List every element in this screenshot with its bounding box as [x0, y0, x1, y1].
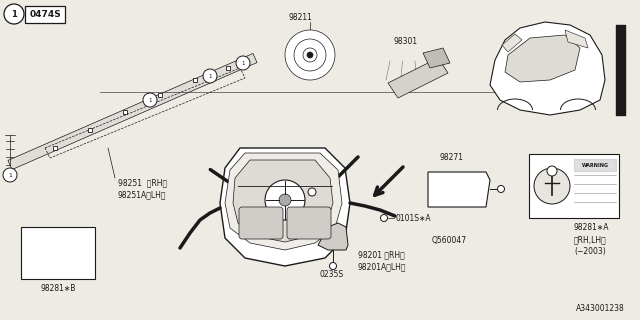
Circle shape: [294, 39, 326, 71]
Text: 98281∗A: 98281∗A: [574, 223, 609, 232]
Polygon shape: [490, 22, 605, 115]
Polygon shape: [388, 58, 448, 98]
Polygon shape: [565, 30, 588, 48]
Polygon shape: [233, 160, 333, 242]
Circle shape: [279, 194, 291, 206]
Polygon shape: [318, 223, 348, 250]
Text: 98211: 98211: [288, 13, 312, 22]
FancyBboxPatch shape: [239, 207, 283, 239]
Text: 1: 1: [11, 10, 17, 19]
Circle shape: [203, 69, 217, 83]
Circle shape: [547, 166, 557, 176]
Circle shape: [143, 93, 157, 107]
Circle shape: [236, 56, 250, 70]
FancyBboxPatch shape: [25, 6, 65, 23]
Text: 98201 〈RH〉: 98201 〈RH〉: [358, 250, 404, 259]
Text: (−2003): (−2003): [574, 247, 605, 256]
Text: WARNING: WARNING: [582, 163, 609, 167]
Circle shape: [330, 262, 337, 269]
Text: 0101S∗A: 0101S∗A: [395, 213, 431, 222]
Polygon shape: [423, 48, 450, 68]
Text: 98201A〈LH〉: 98201A〈LH〉: [358, 262, 406, 271]
Text: 98251A〈LH〉: 98251A〈LH〉: [118, 190, 166, 199]
Text: 0474S: 0474S: [29, 10, 61, 19]
Text: 〈RH,LH〉: 〈RH,LH〉: [574, 235, 607, 244]
Circle shape: [285, 30, 335, 80]
Text: 98301: 98301: [393, 37, 417, 46]
Text: 98251  〈RH〉: 98251 〈RH〉: [118, 178, 167, 187]
Circle shape: [303, 48, 317, 62]
Text: 0235S: 0235S: [320, 270, 344, 279]
Circle shape: [497, 186, 504, 193]
Circle shape: [265, 180, 305, 220]
FancyBboxPatch shape: [529, 154, 619, 218]
Circle shape: [3, 168, 17, 182]
Polygon shape: [428, 172, 490, 207]
Text: A343001238: A343001238: [576, 304, 625, 313]
Polygon shape: [502, 34, 522, 52]
Text: 98281∗B: 98281∗B: [40, 284, 76, 293]
FancyBboxPatch shape: [287, 207, 331, 239]
Text: 0239S∗A: 0239S∗A: [259, 188, 295, 196]
Text: 1: 1: [148, 98, 152, 102]
Text: 1: 1: [208, 74, 212, 78]
Circle shape: [381, 214, 387, 221]
Text: 1: 1: [8, 172, 12, 178]
Text: 98271: 98271: [440, 153, 464, 162]
Polygon shape: [220, 148, 350, 266]
Circle shape: [307, 52, 313, 58]
Circle shape: [308, 188, 316, 196]
Circle shape: [534, 168, 570, 204]
Polygon shape: [8, 53, 257, 170]
Text: Q560047: Q560047: [432, 236, 467, 244]
Text: 1: 1: [241, 60, 244, 66]
Circle shape: [4, 4, 24, 24]
Polygon shape: [505, 35, 580, 82]
FancyBboxPatch shape: [21, 227, 95, 279]
Polygon shape: [225, 153, 342, 250]
